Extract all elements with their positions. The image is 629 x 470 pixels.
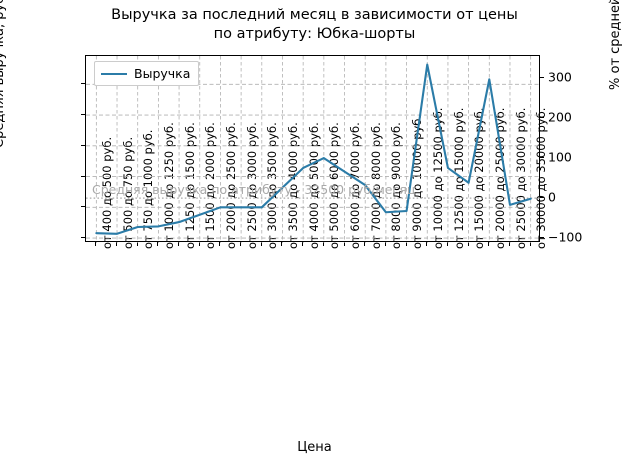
- x-tick-mark: [529, 242, 531, 246]
- x-tick-mark: [302, 242, 304, 246]
- legend-label-revenue: Выручка: [134, 66, 191, 81]
- y-tick-mark-right: [540, 77, 544, 79]
- data-series-revenue: [95, 63, 532, 235]
- x-tick-mark: [219, 242, 221, 246]
- chart-legend[interactable]: Выручка: [94, 61, 200, 86]
- y-tick-mark-right: [540, 117, 544, 119]
- x-tick-mark: [405, 242, 407, 246]
- x-tick-mark: [281, 242, 283, 246]
- x-tick-mark: [488, 242, 490, 246]
- y-tick-label-right: −100: [548, 229, 583, 245]
- chart-title: Выручка за последний месяц в зависимости…: [111, 7, 518, 42]
- y-tick-mark-left: [81, 114, 85, 116]
- x-tick-mark: [178, 242, 180, 246]
- x-tick-mark: [240, 242, 242, 246]
- x-tick-mark: [426, 242, 428, 246]
- y-tick-mark-right: [540, 237, 544, 239]
- x-tick-mark: [508, 242, 510, 246]
- y-tick-mark-left: [81, 237, 85, 239]
- y-tick-mark-right: [540, 197, 544, 199]
- x-tick-mark: [198, 242, 200, 246]
- x-tick-mark: [260, 242, 262, 246]
- grid-lines: [86, 56, 541, 243]
- x-tick-mark: [157, 242, 159, 246]
- y-tick-label-right: 300: [548, 69, 572, 85]
- y-tick-mark-left: [81, 206, 85, 208]
- x-tick-mark: [467, 242, 469, 246]
- x-tick-mark: [136, 242, 138, 246]
- y-tick-mark-left: [81, 83, 85, 85]
- y-tick-label-right: 200: [548, 109, 572, 125]
- y-tick-mark-left: [81, 144, 85, 146]
- x-tick-mark: [116, 242, 118, 246]
- legend-swatch-revenue: [101, 72, 127, 75]
- y-tick-label-right: 0: [548, 189, 556, 205]
- x-tick-mark: [364, 242, 366, 246]
- x-tick-mark: [95, 242, 97, 246]
- x-tick-mark: [446, 242, 448, 246]
- x-tick-mark: [322, 242, 324, 246]
- y-tick-mark-left: [81, 175, 85, 177]
- y-tick-mark-right: [540, 157, 544, 159]
- x-tick-mark: [384, 242, 386, 246]
- y-axis-label-left: Средняя выручка, руб/месяц: [0, 0, 7, 148]
- x-axis-label: Цена: [297, 440, 332, 455]
- data-line-layer: [86, 63, 541, 235]
- plot-area: Средняя выручка по атрибуту - 32500 руб/…: [85, 55, 541, 243]
- x-tick-mark: [343, 242, 345, 246]
- y-axis-label-right: % от средней: [608, 0, 623, 90]
- y-tick-label-right: 100: [548, 149, 572, 165]
